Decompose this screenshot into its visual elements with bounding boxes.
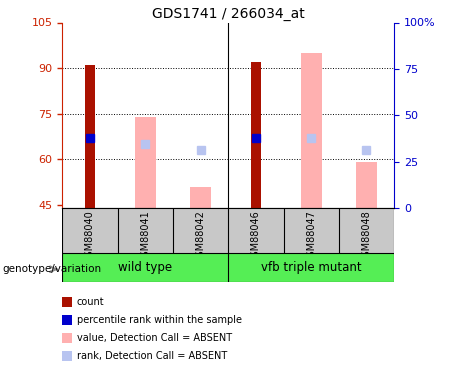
Text: GSM88048: GSM88048 [361,210,372,263]
Text: genotype/variation: genotype/variation [2,264,101,274]
Title: GDS1741 / 266034_at: GDS1741 / 266034_at [152,8,305,21]
Bar [190,187,211,208]
Text: GSM88046: GSM88046 [251,210,261,263]
Text: value, Detection Call = ABSENT: value, Detection Call = ABSENT [77,333,232,343]
Bar [135,117,156,208]
Bar [85,65,95,208]
FancyArrowPatch shape [50,267,57,272]
Text: GSM88047: GSM88047 [306,210,316,263]
Text: vfb triple mutant: vfb triple mutant [261,261,361,274]
Text: GSM88041: GSM88041 [140,210,150,263]
Bar [251,62,261,208]
Text: GSM88040: GSM88040 [85,210,95,263]
Bar [301,53,322,208]
Text: wild type: wild type [118,261,172,274]
Text: percentile rank within the sample: percentile rank within the sample [77,315,242,325]
Bar [356,162,377,208]
Text: rank, Detection Call = ABSENT: rank, Detection Call = ABSENT [77,351,227,361]
Text: count: count [77,297,105,307]
Text: GSM88042: GSM88042 [195,210,206,263]
